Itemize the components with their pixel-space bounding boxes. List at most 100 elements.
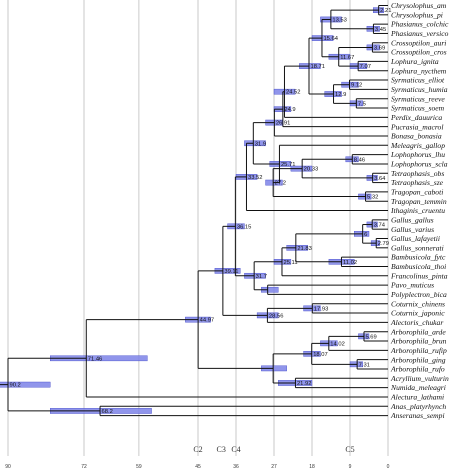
- taxon-label: Pucrasia_macrol: [390, 122, 443, 131]
- node-age-label: 5.69: [365, 334, 376, 340]
- node-age-label: 26.91: [276, 121, 291, 127]
- taxon-label: Phasianus_versico: [390, 29, 449, 38]
- taxon-label: Anseranas_sempi: [390, 411, 445, 420]
- node-age-label: 44.97: [200, 318, 215, 324]
- taxon-label: Anas_platyrhynch: [390, 402, 446, 411]
- taxon-label: Crossoptilon_auri: [391, 38, 446, 47]
- node-age-label: 9.12: [351, 83, 362, 89]
- taxon-label: Tetraophasis_obs: [391, 169, 444, 178]
- taxon-labels: Chrysolophus_amChrysolophus_piPhasianus_…: [390, 1, 449, 420]
- calibration-label: C4: [231, 445, 240, 454]
- taxon-label: Tragopan_caboti: [391, 188, 443, 197]
- taxon-label: Phasianus_colchic: [390, 20, 449, 29]
- node-age-label: 2.21: [380, 8, 391, 14]
- taxon-label: Crossoptilon_cros: [391, 48, 447, 57]
- taxon-label: Polyplectron_bica: [390, 290, 447, 299]
- node-age-label: 25.11: [283, 260, 297, 266]
- calibration-label: C3: [217, 445, 226, 454]
- node-age-label: 7.5: [358, 101, 366, 107]
- node-age-label: 11.67: [340, 55, 354, 61]
- taxon-label: Gallus_gallus: [391, 215, 434, 224]
- taxon-label: Alectura_lathami: [390, 393, 444, 402]
- taxon-label: Gallus_sonnerati: [391, 243, 444, 252]
- hpd-bar: [244, 140, 266, 147]
- node-age-label: 18.07: [313, 352, 328, 358]
- taxon-label: Bambusicola_thoi: [391, 262, 446, 271]
- taxon-label: Coturnix_chinens: [391, 299, 445, 308]
- taxon-label: Arborophila_brun: [390, 337, 447, 346]
- taxon-label: Lophophorus_scla: [390, 160, 448, 169]
- taxon-label: Coturnix_japonic: [391, 309, 445, 318]
- taxon-label: Syrmaticus_reeve: [391, 94, 445, 103]
- node-age-label: 24.9: [284, 107, 295, 113]
- taxon-label: Syrmaticus_elliot: [391, 76, 445, 85]
- node-age-label: 36.15: [237, 224, 252, 230]
- node-age-label: 7.07: [360, 64, 371, 70]
- node-age-label: 25.71: [281, 162, 296, 168]
- taxon-label: Arborophila_rufip: [390, 346, 447, 355]
- tick-label: 9: [349, 464, 352, 470]
- calibration-label: C5: [345, 445, 354, 454]
- taxon-label: Arborophila_arde: [390, 327, 446, 336]
- node-age-label: 5.32: [367, 195, 378, 201]
- tick-label: 59: [136, 464, 142, 470]
- tick-label: 90: [5, 464, 11, 470]
- node-age-label: 20.33: [304, 167, 319, 173]
- node-age-label: 15.64: [323, 36, 338, 42]
- node-age-label: 6: [364, 232, 367, 238]
- node-age-label: 14.02: [330, 341, 345, 347]
- taxon-label: Perdix_dauurica: [390, 113, 442, 122]
- taxon-label: Syrmaticus_soem: [391, 104, 445, 113]
- node-age-label: 39.11: [224, 269, 238, 275]
- tick-label: 18: [309, 464, 315, 470]
- node-age-label: 17.93: [314, 306, 329, 312]
- node-age-label: 11.02: [343, 260, 357, 266]
- node-age-label: 3.64: [374, 176, 386, 182]
- taxon-label: Tragopan_temmin: [391, 197, 447, 206]
- node-age-label: 90.2: [10, 383, 21, 389]
- taxon-label: Lophura_nycthem: [390, 66, 447, 75]
- node-age-label: 71.46: [88, 356, 103, 362]
- node-age-label: 68.2: [102, 409, 113, 415]
- tick-label: 45: [195, 464, 201, 470]
- taxon-label: Bambusicola_fytc: [391, 253, 446, 262]
- taxon-label: Arborophila_rufo: [390, 365, 445, 374]
- tick-label: 27: [271, 464, 277, 470]
- node-age-label: 18.71: [311, 64, 326, 70]
- taxon-label: Chrysolophus_pi: [391, 10, 443, 19]
- taxon-label: Syrmaticus_humia: [391, 85, 448, 94]
- node-age-label: 3.69: [374, 45, 385, 51]
- time-axis: 90 72 59 45 36 27 18 9 0C2 C3 C4 C5: [5, 445, 389, 470]
- calibration-label: C2: [193, 445, 202, 454]
- taxon-label: Lophura_ignita: [390, 57, 439, 66]
- node-age-labels: 2.21 3.45 13.53 3.69 7.07 11.67 15.64 9.12 7.5 12…: [10, 8, 392, 415]
- taxon-label: Alectoris_chukar: [390, 318, 443, 327]
- node-age-label: 21.92: [297, 381, 312, 387]
- taxon-label: Chrysolophus_am: [391, 1, 447, 10]
- node-age-label: 31.7: [256, 274, 267, 280]
- node-age-label: 28.56: [269, 313, 284, 319]
- taxon-label: Lophophorus_lhu: [390, 150, 445, 159]
- node-age-label: 13.53: [332, 17, 347, 23]
- taxon-label: Gallus_lafayetii: [391, 234, 440, 243]
- taxon-label: Pavo_muticus: [390, 281, 434, 290]
- node-age-label: 7.31: [359, 362, 370, 368]
- node-age-label: 8.46: [354, 157, 365, 163]
- taxon-label: Numida_meleagri: [390, 383, 446, 392]
- taxon-label: Acryllium_vulturin: [390, 374, 449, 383]
- taxon-label: Bonasa_bonasia: [391, 132, 442, 141]
- node-age-label: 12.9: [335, 92, 346, 98]
- taxon-label: Gallus_varius: [391, 225, 434, 234]
- taxon-label: Francolinus_pinta: [390, 271, 448, 280]
- node-age-label: 27.2: [275, 181, 286, 187]
- tick-label: 0: [387, 464, 390, 470]
- tick-label: 36: [233, 464, 239, 470]
- tick-label: 72: [81, 464, 87, 470]
- taxon-label: Tetraophasis_sze: [391, 178, 444, 187]
- tree-branches: [0, 5, 388, 417]
- taxon-label: Meleagris_gallop: [390, 141, 445, 150]
- node-age-label: 33.52: [248, 175, 263, 181]
- node-age-label: 31.9: [255, 141, 266, 147]
- node-age-label: 3.45: [375, 27, 386, 33]
